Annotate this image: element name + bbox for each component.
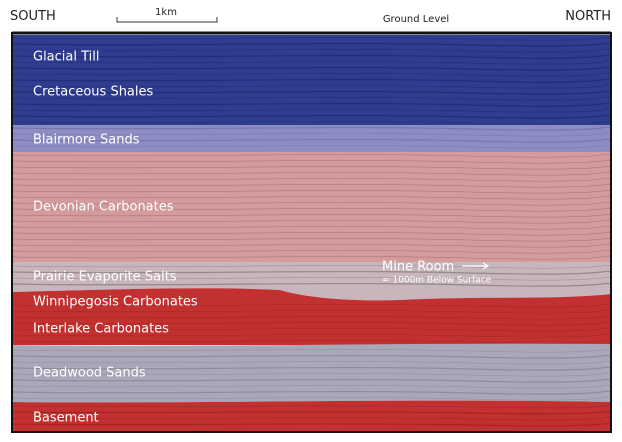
strata-line <box>11 61 612 65</box>
north-label: NORTH <box>565 9 611 24</box>
strata-line <box>11 310 612 314</box>
scale-label: 1km <box>155 7 177 18</box>
layer-deadwood <box>12 343 611 403</box>
strata-line <box>11 220 612 224</box>
layer-pink <box>12 152 611 264</box>
strata-line <box>11 97 612 101</box>
strata-line <box>11 422 612 427</box>
strata-line <box>11 66 612 71</box>
strata-line <box>11 238 612 242</box>
strata-line <box>11 256 612 260</box>
annotation-subtitle: ≈ 1000m Below Surface <box>382 276 492 286</box>
strata-line <box>11 126 612 131</box>
layer-label: Glacial Till <box>33 50 100 65</box>
strata-line <box>11 328 612 332</box>
strata-line <box>11 121 612 125</box>
strata-line <box>11 54 612 59</box>
strata-line <box>11 90 612 95</box>
texture <box>11 37 612 427</box>
strata-line <box>11 417 612 421</box>
layer-label: Winnipegosis Carbonates <box>33 295 198 310</box>
strata-line <box>11 145 612 149</box>
strata-line <box>11 172 612 176</box>
strata-line <box>11 160 612 164</box>
strata-line <box>11 322 612 326</box>
strata-line <box>11 208 612 212</box>
strata-line <box>11 102 612 107</box>
strata-line <box>11 190 612 194</box>
strata-line <box>11 133 612 137</box>
strata-line <box>11 405 612 409</box>
strata-line <box>11 184 612 188</box>
south-label: SOUTH <box>10 9 56 24</box>
strata-line <box>11 397 612 401</box>
strata-line <box>11 270 612 275</box>
layer-label: Cretaceous Shales <box>33 85 154 100</box>
strata-line <box>11 282 612 287</box>
strata-line <box>11 73 612 77</box>
strata-line <box>11 361 612 365</box>
strata-line <box>11 340 612 344</box>
layer-label: Blairmore Sands <box>33 133 140 148</box>
annotation-arrow <box>462 262 490 270</box>
layer-basement <box>12 400 611 432</box>
layer-label: Prairie Evaporite Salts <box>33 270 177 285</box>
strata-line <box>11 196 612 200</box>
strata-line <box>11 378 612 383</box>
strata-line <box>11 366 612 371</box>
strata-line <box>11 114 612 119</box>
strata-line <box>11 250 612 254</box>
strata-line <box>11 202 612 206</box>
strata-line <box>11 316 612 320</box>
ground-level: Ground Level <box>383 14 449 25</box>
layer-label: Devonian Carbonates <box>33 200 174 215</box>
strata-line <box>11 85 612 89</box>
strata-line <box>11 354 612 359</box>
layer-label: Deadwood Sands <box>33 366 146 381</box>
strata-line <box>11 214 612 218</box>
layer-salts <box>12 262 611 301</box>
strata-line <box>11 265 612 269</box>
strata-line <box>11 109 612 113</box>
strata-line <box>11 334 612 338</box>
scale-bar <box>116 17 218 23</box>
strata-line <box>11 277 612 281</box>
strata-line <box>11 232 612 236</box>
layer-label: Interlake Carbonates <box>33 322 169 337</box>
strata-line <box>11 49 612 53</box>
strata-line <box>11 385 612 389</box>
annotation-title: Mine Room <box>382 260 454 275</box>
strata-line <box>11 390 612 395</box>
strata-line <box>11 373 612 377</box>
strata-line <box>11 78 612 83</box>
strata-line <box>11 138 612 143</box>
strata-line <box>11 166 612 170</box>
strata-line <box>11 37 612 41</box>
strata-line <box>11 349 612 353</box>
strata-line <box>11 42 612 47</box>
strata-line <box>11 154 612 158</box>
strata-line <box>11 226 612 230</box>
strata-line <box>11 304 612 308</box>
layer-label: Basement <box>33 411 99 426</box>
strata-line <box>11 410 612 415</box>
strata-line <box>11 178 612 182</box>
strata-line <box>11 244 612 248</box>
